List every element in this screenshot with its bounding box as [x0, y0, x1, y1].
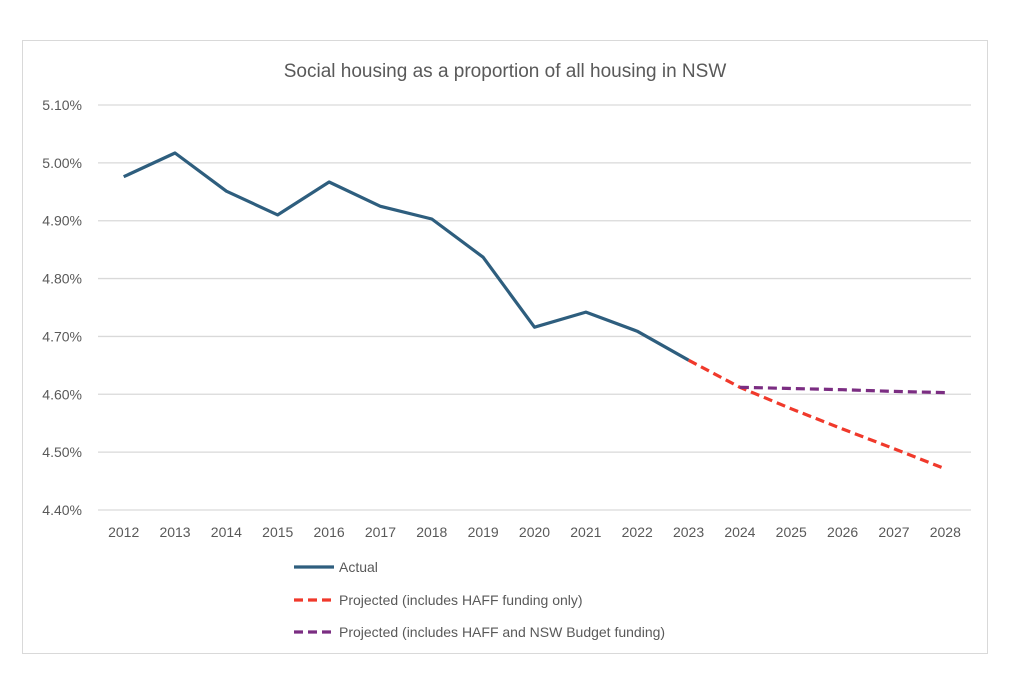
x-tick-label: 2016	[314, 524, 345, 540]
x-tick-label: 2012	[108, 524, 139, 540]
x-tick-label: 2017	[365, 524, 396, 540]
series-lines	[123, 151, 946, 471]
legend-label-2: Projected (includes HAFF and NSW Budget …	[339, 624, 665, 640]
y-tick-label: 4.60%	[42, 386, 82, 402]
gridlines	[98, 104, 971, 511]
x-tick-label: 2024	[724, 524, 755, 540]
x-tick-label: 2027	[878, 524, 909, 540]
legend-label-1: Projected (includes HAFF funding only)	[339, 592, 583, 608]
x-tick-label: 2019	[468, 524, 499, 540]
x-tick-label: 2025	[776, 524, 807, 540]
y-tick-label: 4.90%	[42, 213, 82, 229]
x-tick-label: 2020	[519, 524, 550, 540]
series-line-2	[739, 385, 946, 395]
x-tick-label: 2014	[211, 524, 242, 540]
legend-label-0: Actual	[339, 559, 378, 575]
x-tick-label: 2013	[159, 524, 190, 540]
y-tick-label: 5.00%	[42, 155, 82, 171]
y-tick-label: 4.80%	[42, 271, 82, 287]
y-tick-label: 4.70%	[42, 328, 82, 344]
x-tick-label: 2022	[622, 524, 653, 540]
y-tick-label: 4.40%	[42, 502, 82, 518]
series-line-1	[687, 358, 946, 471]
y-tick-label: 5.10%	[42, 97, 82, 113]
chart-title: Social housing as a proportion of all ho…	[284, 61, 727, 82]
y-axis: 4.40% 4.50% 4.60% 4.70% 4.80% 4.90% 5.00% 5.10%	[42, 97, 82, 518]
x-tick-label: 2023	[673, 524, 704, 540]
x-tick-label: 2028	[930, 524, 961, 540]
x-tick-label: 2021	[570, 524, 601, 540]
x-tick-label: 2018	[416, 524, 447, 540]
series-line-0	[123, 151, 690, 362]
y-tick-label: 4.50%	[42, 444, 82, 460]
x-tick-label: 2015	[262, 524, 293, 540]
chart-frame	[22, 40, 988, 654]
legend: Actual Projected (includes HAFF funding o…	[294, 559, 665, 640]
x-axis: 2012 2013 2014 2015 2016 2017 2018 2019 2020 2021…	[108, 524, 961, 540]
x-tick-label: 2026	[827, 524, 858, 540]
